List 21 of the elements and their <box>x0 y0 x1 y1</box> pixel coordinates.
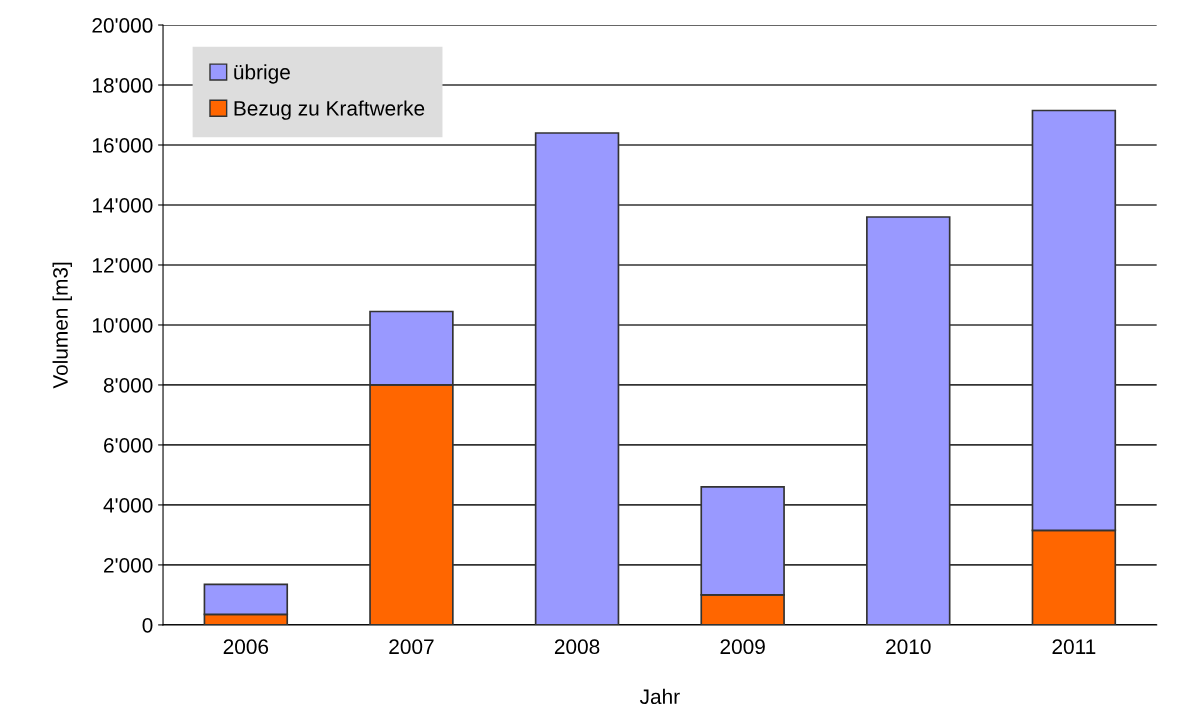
y-tick-label: 20'000 <box>92 18 153 33</box>
legend-label: übrige <box>234 64 290 84</box>
y-tick-label: 18'000 <box>92 78 153 93</box>
y-tick-label: 0 <box>142 617 153 633</box>
y-axis-title: Volumen [m3] <box>52 262 72 389</box>
legend-label: Bezug zu Kraftwerke <box>234 100 425 120</box>
x-tick-label: 2010 <box>886 639 931 655</box>
y-tick-label: 14'000 <box>92 197 153 213</box>
x-tick-label: 2011 <box>1052 639 1096 655</box>
y-tick-label: 8'000 <box>103 377 153 393</box>
y-tick-label: 6'000 <box>104 437 153 453</box>
x-axis-title: Jahr <box>639 688 680 705</box>
x-tick-label: 2008 <box>554 639 600 655</box>
y-tick-label: 2'000 <box>104 557 153 573</box>
y-tick-label: 10'000 <box>92 317 153 333</box>
x-tick-label: 2007 <box>389 639 434 655</box>
x-tick-label: 2009 <box>720 639 765 655</box>
y-tick-label: 12'000 <box>92 257 153 273</box>
x-tick-label: 2006 <box>223 639 269 655</box>
y-tick-label: 4'000 <box>103 497 153 513</box>
y-tick-label: 16'000 <box>92 138 153 153</box>
